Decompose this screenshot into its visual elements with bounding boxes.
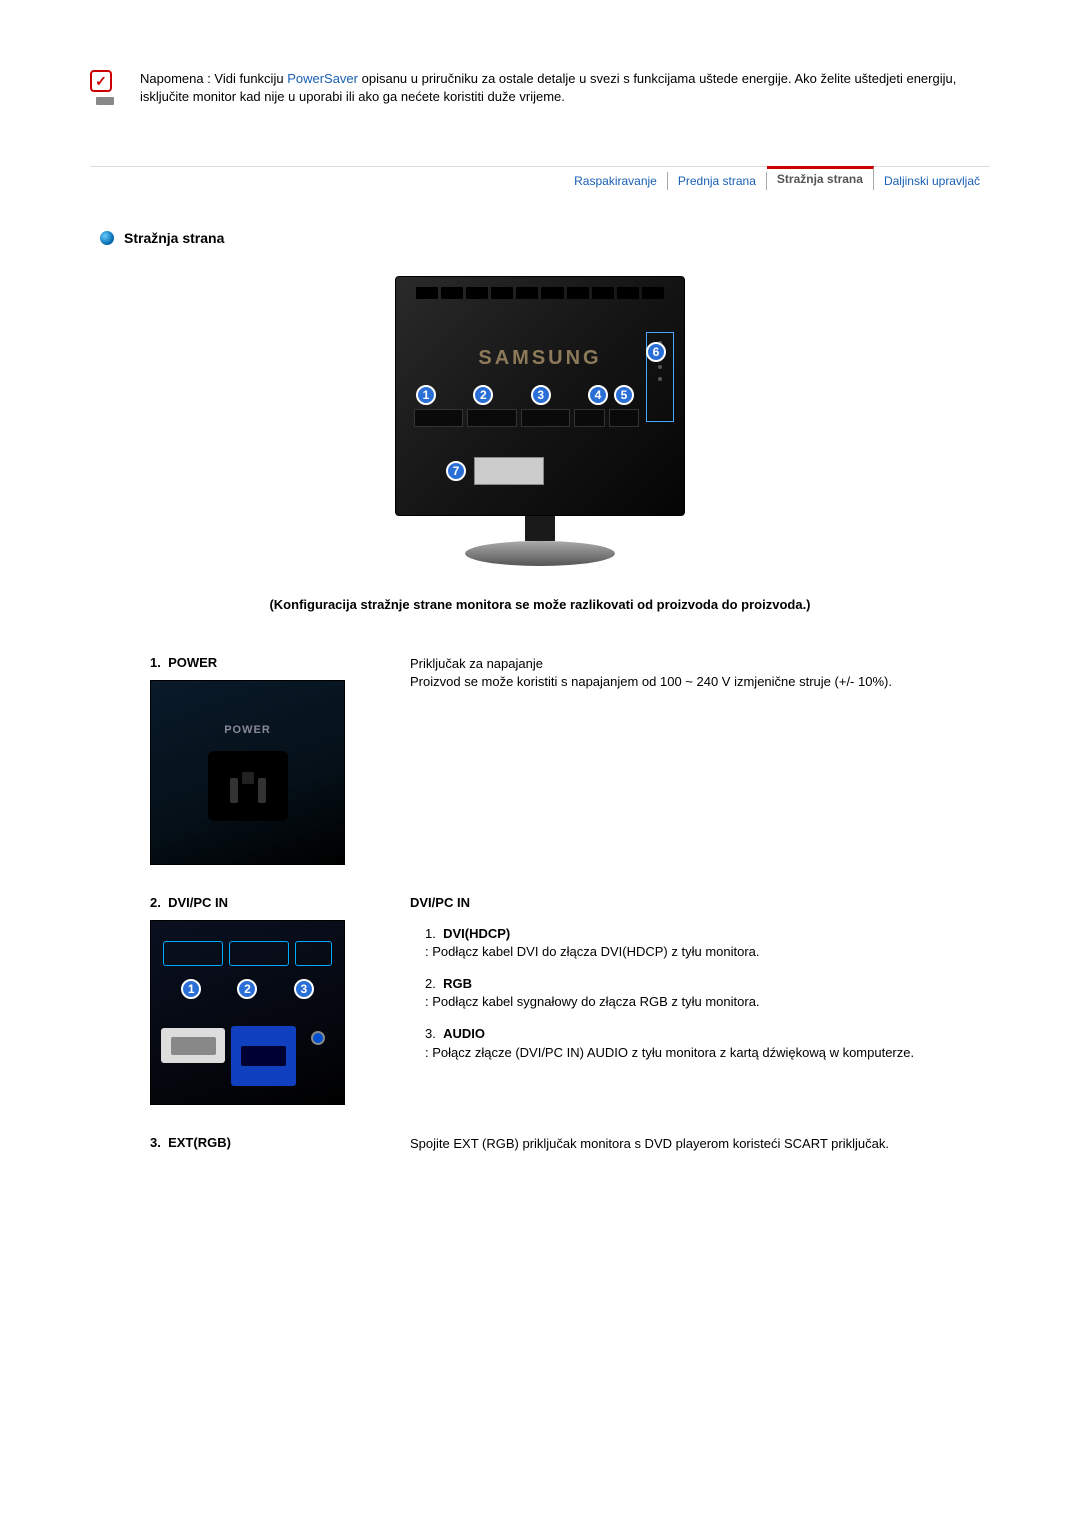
power-label: POWER xyxy=(224,724,271,736)
monitor-logo: SAMSUNG xyxy=(396,347,684,370)
config-note: (Konfiguracija stražnje strane monitora … xyxy=(150,596,930,614)
note-text: Napomena : Vidi funkciju PowerSaver opis… xyxy=(140,70,990,106)
section-title: Stražnja strana xyxy=(124,230,224,246)
item-dvi-pc-in: 2. DVI/PC IN 1 2 3 DVI/PC IN 1. DVI(HDCP… xyxy=(150,895,990,1105)
powersaver-note: ✓ Napomena : Vidi funkciju PowerSaver op… xyxy=(90,70,990,106)
callout-1: 1 xyxy=(416,385,436,405)
sub-audio: 3. AUDIO : Połącz złącze (DVI/PC IN) AUD… xyxy=(425,1025,960,1061)
item-3-desc: Spojite EXT (RGB) priključak monitora s … xyxy=(410,1135,960,1153)
tab-daljinski[interactable]: Daljinski upravljač xyxy=(874,172,990,190)
dvi-port-image: 1 2 3 xyxy=(150,920,345,1105)
callout-3: 3 xyxy=(531,385,551,405)
sub-dvi-hdcp: 1. DVI(HDCP) : Podłącz kabel DVI do złąc… xyxy=(425,925,960,961)
tab-straznja-strana[interactable]: Stražnja strana xyxy=(767,166,874,190)
item-2-right-title: DVI/PC IN xyxy=(410,895,960,910)
note-prefix: Napomena : Vidi funkciju xyxy=(140,71,287,86)
tab-raspakiravanje[interactable]: Raspakiravanje xyxy=(564,172,668,190)
callout-7: 7 xyxy=(446,461,466,481)
callout-2: 2 xyxy=(473,385,493,405)
dvi-callout-1: 1 xyxy=(181,979,201,999)
dvi-callout-3: 3 xyxy=(294,979,314,999)
note-icon: ✓ xyxy=(90,70,120,105)
callout-4: 4 xyxy=(588,385,608,405)
item-1-title: 1. POWER xyxy=(150,655,380,670)
item-ext-rgb: 3. EXT(RGB) Spojite EXT (RGB) priključak… xyxy=(150,1135,990,1160)
item-1-desc: Priključak za napajanje Proizvod se može… xyxy=(410,655,960,691)
section-title-row: Stražnja strana xyxy=(100,230,990,246)
callout-5: 5 xyxy=(614,385,634,405)
item-power: 1. POWER POWER Priključak za napajanje P… xyxy=(150,655,990,865)
power-port-image: POWER xyxy=(150,680,345,865)
item-2-title: 2. DVI/PC IN xyxy=(150,895,380,910)
nav-tabs: Raspakiravanje Prednja strana Stražnja s… xyxy=(90,166,990,190)
monitor-illustration: SAMSUNG 6 1 2 3 4 5 7 xyxy=(90,276,990,566)
sub-rgb: 2. RGB : Podłącz kabel sygnałowy do złąc… xyxy=(425,975,960,1011)
bullet-icon xyxy=(100,231,114,245)
dvi-sublist: 1. DVI(HDCP) : Podłącz kabel DVI do złąc… xyxy=(425,925,960,1062)
dvi-callout-2: 2 xyxy=(237,979,257,999)
tab-prednja-strana[interactable]: Prednja strana xyxy=(668,172,767,190)
powersaver-link[interactable]: PowerSaver xyxy=(287,71,358,86)
item-3-title: 3. EXT(RGB) xyxy=(150,1135,380,1150)
